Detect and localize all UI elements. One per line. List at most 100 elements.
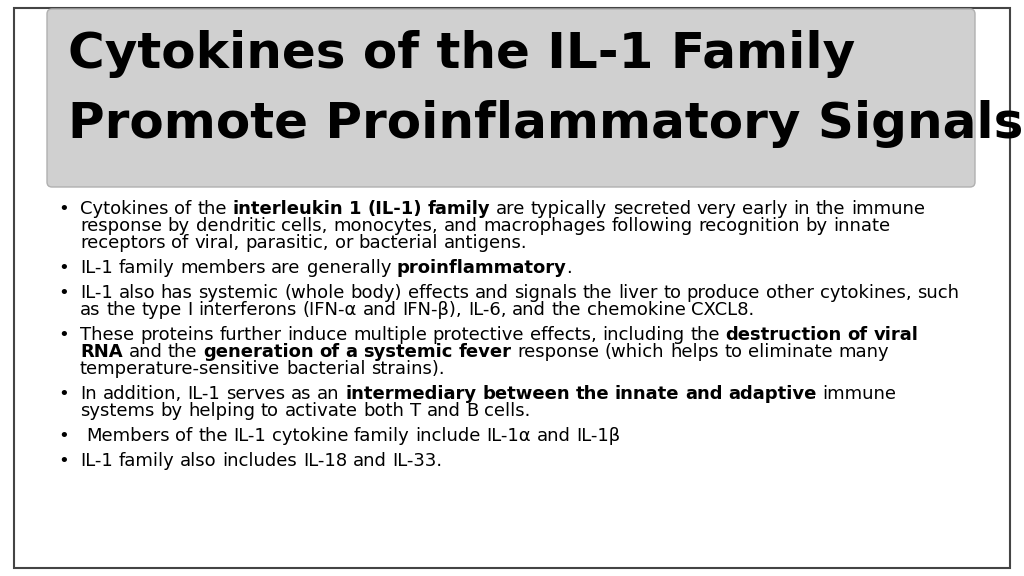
Text: cytokines,: cytokines, (820, 284, 911, 302)
Text: RNA: RNA (80, 343, 123, 361)
Text: by: by (168, 217, 189, 235)
Text: are: are (271, 259, 301, 277)
Text: •: • (58, 259, 69, 277)
Text: as: as (291, 385, 311, 403)
Text: In: In (80, 385, 96, 403)
Text: cells.: cells. (484, 402, 530, 420)
Text: multiple: multiple (353, 326, 427, 344)
Text: •: • (58, 452, 69, 470)
Text: the: the (552, 301, 582, 319)
Text: receptors: receptors (80, 234, 166, 252)
Text: IL-1: IL-1 (80, 452, 113, 470)
Text: the: the (690, 326, 720, 344)
Text: effects: effects (408, 284, 469, 302)
Text: B: B (466, 402, 478, 420)
Text: dendritic: dendritic (196, 217, 275, 235)
Text: helps: helps (670, 343, 719, 361)
Text: intermediary: intermediary (345, 385, 476, 403)
Text: an: an (317, 385, 340, 403)
Text: between: between (482, 385, 569, 403)
Text: cells,: cells, (282, 217, 328, 235)
Text: innate: innate (614, 385, 679, 403)
Text: •: • (58, 427, 69, 445)
Text: many: many (839, 343, 889, 361)
Text: IL-1: IL-1 (233, 427, 266, 445)
Text: early: early (742, 200, 787, 218)
Text: and: and (352, 452, 387, 470)
Text: and: and (427, 402, 461, 420)
Text: protective: protective (433, 326, 524, 344)
Text: type: type (141, 301, 181, 319)
Text: serves: serves (226, 385, 285, 403)
Text: and: and (128, 343, 162, 361)
Text: includes: includes (222, 452, 297, 470)
Text: body): body) (350, 284, 401, 302)
Text: fever: fever (459, 343, 511, 361)
Text: include: include (416, 427, 481, 445)
Text: a: a (345, 343, 357, 361)
Text: the: the (198, 427, 227, 445)
Text: and: and (685, 385, 723, 403)
Text: and: and (512, 301, 546, 319)
Text: of: of (175, 427, 193, 445)
Text: parasitic,: parasitic, (246, 234, 329, 252)
Text: Promote Proinflammatory Signals: Promote Proinflammatory Signals (68, 100, 1023, 148)
Text: liver: liver (617, 284, 657, 302)
Text: I: I (187, 301, 193, 319)
Text: and: and (474, 284, 508, 302)
Text: and: and (362, 301, 396, 319)
Text: other: other (766, 284, 814, 302)
Text: (which: (which (605, 343, 665, 361)
Text: •: • (58, 200, 69, 218)
Text: also: also (119, 284, 155, 302)
Text: typically: typically (530, 200, 607, 218)
Text: proinflammatory: proinflammatory (396, 259, 566, 277)
Text: the: the (168, 343, 198, 361)
Text: following: following (611, 217, 693, 235)
Text: response: response (80, 217, 162, 235)
Text: interferons: interferons (199, 301, 297, 319)
Text: as: as (80, 301, 100, 319)
Text: macrophages: macrophages (483, 217, 606, 235)
Text: by: by (160, 402, 182, 420)
Text: and: and (443, 217, 477, 235)
Text: viral,: viral, (195, 234, 240, 252)
Text: IL-1β: IL-1β (577, 427, 621, 445)
Text: family: family (119, 452, 174, 470)
Text: members: members (180, 259, 265, 277)
Text: IL-33.: IL-33. (392, 452, 442, 470)
Text: temperature-sensitive: temperature-sensitive (80, 360, 281, 378)
FancyBboxPatch shape (47, 9, 975, 187)
Text: IL-1: IL-1 (80, 284, 113, 302)
FancyBboxPatch shape (14, 8, 1010, 568)
Text: viral: viral (873, 326, 919, 344)
Text: interleukin: interleukin (232, 200, 343, 218)
Text: Cytokines of the IL-1 Family: Cytokines of the IL-1 Family (68, 30, 855, 78)
Text: •: • (58, 326, 69, 344)
Text: generation: generation (203, 343, 314, 361)
Text: generally: generally (306, 259, 391, 277)
Text: bacterial: bacterial (358, 234, 438, 252)
Text: by: by (806, 217, 827, 235)
Text: systemic: systemic (199, 284, 279, 302)
Text: signals: signals (514, 284, 577, 302)
Text: Cytokines: Cytokines (80, 200, 169, 218)
Text: to: to (724, 343, 742, 361)
Text: are: are (496, 200, 525, 218)
Text: of: of (848, 326, 867, 344)
Text: adaptive: adaptive (728, 385, 817, 403)
Text: secreted: secreted (612, 200, 691, 218)
Text: IL-1: IL-1 (187, 385, 220, 403)
Text: the: the (816, 200, 845, 218)
Text: family: family (354, 427, 410, 445)
Text: including: including (602, 326, 685, 344)
Text: .: . (566, 259, 572, 277)
Text: cytokine: cytokine (272, 427, 348, 445)
Text: induce: induce (287, 326, 347, 344)
Text: of: of (319, 343, 340, 361)
Text: and: and (538, 427, 571, 445)
Text: IL-1: IL-1 (80, 259, 113, 277)
Text: in: in (794, 200, 810, 218)
Text: CXCL8.: CXCL8. (691, 301, 755, 319)
Text: eliminate: eliminate (749, 343, 833, 361)
